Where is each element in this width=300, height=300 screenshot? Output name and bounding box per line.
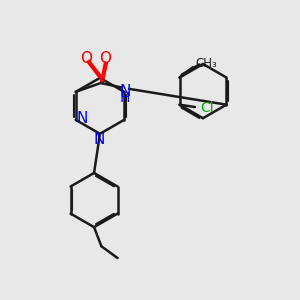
Text: O: O xyxy=(80,51,92,66)
Text: N: N xyxy=(119,84,131,99)
Text: H: H xyxy=(120,91,130,105)
Text: CH₃: CH₃ xyxy=(196,57,217,70)
Text: Cl: Cl xyxy=(200,100,214,115)
Text: N: N xyxy=(76,111,88,126)
Text: O: O xyxy=(99,51,111,66)
Text: N: N xyxy=(93,132,105,147)
